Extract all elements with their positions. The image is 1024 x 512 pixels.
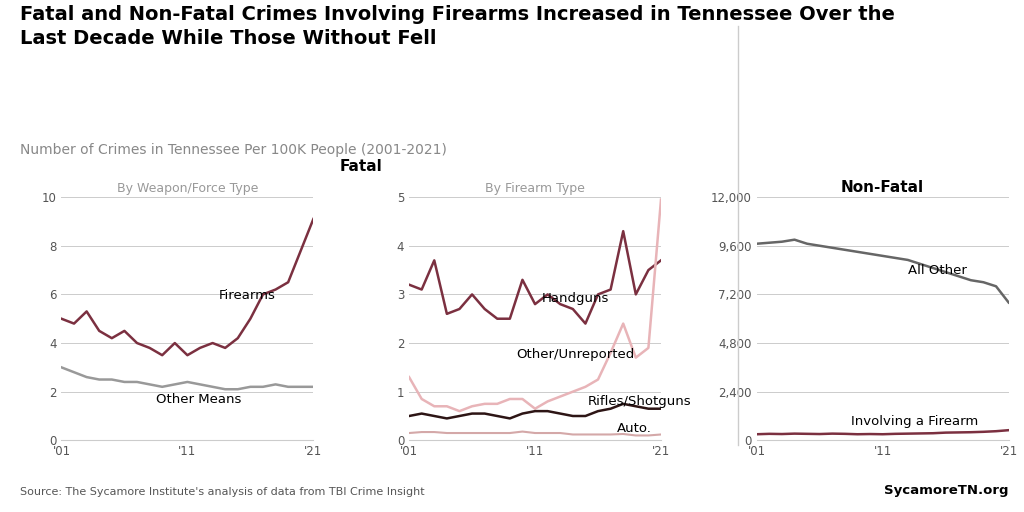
Text: Fatal: Fatal (340, 159, 383, 174)
Title: Non-Fatal: Non-Fatal (841, 180, 925, 195)
Text: SycamoreTN.org: SycamoreTN.org (884, 484, 1009, 497)
Text: Source: The Sycamore Institute's analysis of data from TBI Crime Insight: Source: The Sycamore Institute's analysi… (20, 486, 425, 497)
Text: Involving a Firearm: Involving a Firearm (851, 415, 979, 428)
Text: Rifles/Shotguns: Rifles/Shotguns (588, 395, 691, 408)
Text: Handguns: Handguns (542, 292, 608, 305)
Title: By Weapon/Force Type: By Weapon/Force Type (117, 182, 258, 195)
Title: By Firearm Type: By Firearm Type (485, 182, 585, 195)
Text: Firearms: Firearms (219, 289, 275, 302)
Text: Auto.: Auto. (616, 421, 652, 435)
Text: Number of Crimes in Tennessee Per 100K People (2001-2021): Number of Crimes in Tennessee Per 100K P… (20, 143, 447, 157)
Text: All Other: All Other (908, 264, 967, 277)
Text: Other/Unreported: Other/Unreported (516, 348, 635, 360)
Text: Fatal and Non-Fatal Crimes Involving Firearms Increased in Tennessee Over the
La: Fatal and Non-Fatal Crimes Involving Fir… (20, 5, 895, 48)
Text: Other Means: Other Means (156, 393, 242, 406)
